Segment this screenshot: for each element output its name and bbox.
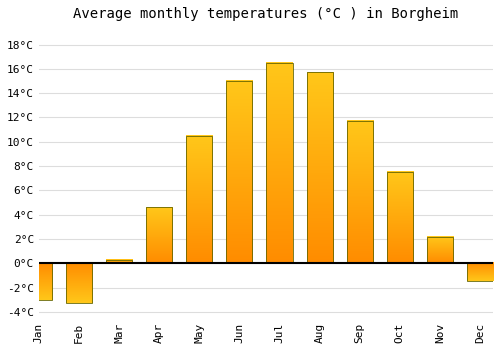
- Bar: [306, 72, 332, 263]
- Bar: [26, 263, 52, 300]
- Bar: [467, 263, 493, 281]
- Bar: [266, 63, 292, 263]
- Bar: [66, 263, 92, 303]
- Bar: [226, 81, 252, 263]
- Bar: [467, 263, 493, 281]
- Bar: [427, 237, 453, 263]
- Bar: [346, 121, 372, 263]
- Bar: [26, 263, 52, 300]
- Bar: [387, 172, 413, 263]
- Bar: [186, 136, 212, 263]
- Bar: [66, 263, 92, 303]
- Bar: [306, 72, 332, 263]
- Bar: [266, 63, 292, 263]
- Bar: [226, 81, 252, 263]
- Bar: [427, 237, 453, 263]
- Title: Average monthly temperatures (°C ) in Borgheim: Average monthly temperatures (°C ) in Bo…: [74, 7, 458, 21]
- Bar: [146, 207, 172, 263]
- Bar: [106, 260, 132, 263]
- Bar: [387, 172, 413, 263]
- Bar: [346, 121, 372, 263]
- Bar: [146, 207, 172, 263]
- Bar: [186, 136, 212, 263]
- Bar: [106, 260, 132, 263]
